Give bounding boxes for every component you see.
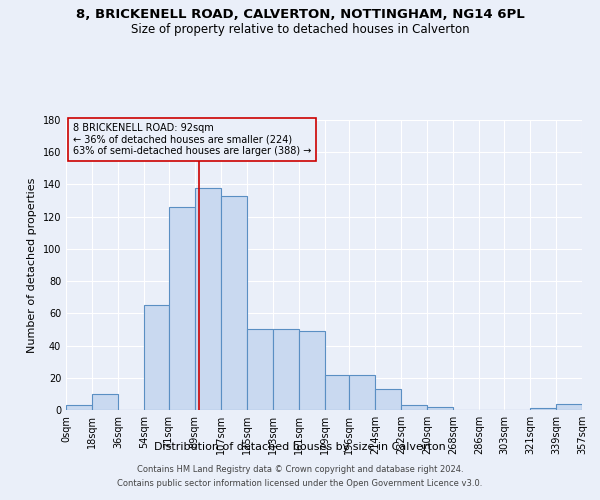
Text: 8 BRICKENELL ROAD: 92sqm
← 36% of detached houses are smaller (224)
63% of semi-: 8 BRICKENELL ROAD: 92sqm ← 36% of detach… — [73, 123, 311, 156]
Text: Size of property relative to detached houses in Calverton: Size of property relative to detached ho… — [131, 22, 469, 36]
Bar — [376, 389, 401, 410]
Bar — [349, 374, 376, 410]
Bar — [272, 330, 299, 410]
Bar — [401, 405, 427, 410]
Bar — [556, 404, 582, 410]
Bar — [144, 306, 169, 410]
Text: Contains HM Land Registry data © Crown copyright and database right 2024.
Contai: Contains HM Land Registry data © Crown c… — [118, 466, 482, 487]
Bar — [169, 207, 194, 410]
Bar — [194, 188, 221, 410]
Bar — [530, 408, 556, 410]
Bar — [92, 394, 118, 410]
Bar — [221, 196, 247, 410]
Bar — [299, 331, 325, 410]
Text: Distribution of detached houses by size in Calverton: Distribution of detached houses by size … — [154, 442, 446, 452]
Bar — [325, 374, 349, 410]
Bar — [247, 330, 272, 410]
Bar — [66, 405, 92, 410]
Bar — [427, 407, 454, 410]
Y-axis label: Number of detached properties: Number of detached properties — [27, 178, 37, 352]
Text: 8, BRICKENELL ROAD, CALVERTON, NOTTINGHAM, NG14 6PL: 8, BRICKENELL ROAD, CALVERTON, NOTTINGHA… — [76, 8, 524, 20]
